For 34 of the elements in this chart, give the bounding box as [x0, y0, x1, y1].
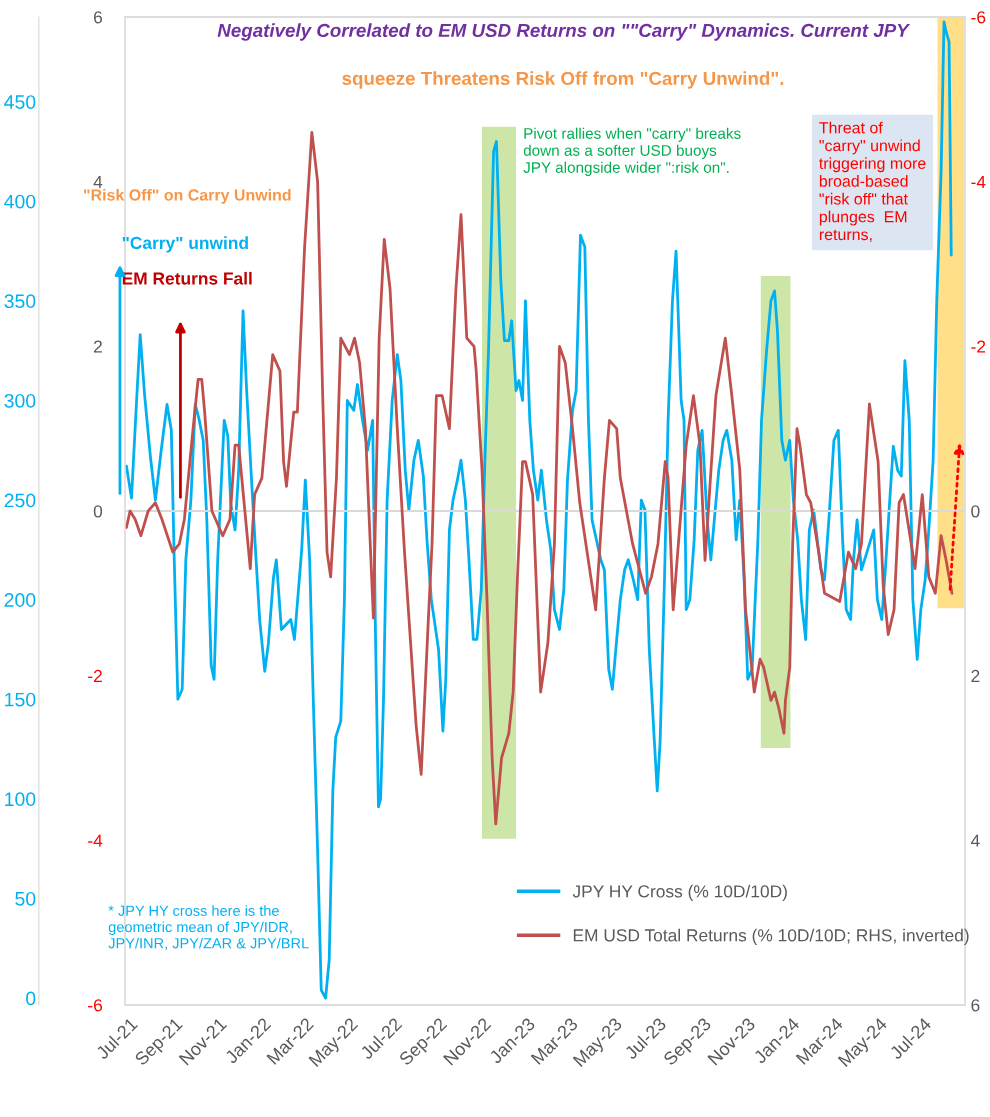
y3-tick-label: -6 — [88, 999, 103, 1012]
y-tick-label: 0 — [26, 991, 36, 1006]
y-tick-label: 50 — [15, 891, 36, 906]
y3-tick-label: 6 — [94, 11, 103, 24]
y-tick-label: 450 — [4, 95, 36, 109]
legend-label: JPY HY Cross (% 10D/10D) — [572, 884, 787, 901]
y-tick-label: 200 — [4, 593, 36, 607]
annotation: "Risk Off" on Carry Unwind — [84, 188, 291, 204]
y-tick-label: 100 — [5, 792, 36, 807]
annotation: EM Returns Fall — [122, 271, 252, 285]
annotation: Threat of "carry" unwind triggering more broad-based "risk off" that plunges EM returns, — [819, 121, 926, 243]
annotation: "Carry" unwind — [122, 236, 248, 253]
y2-tick-label: 4 — [970, 834, 980, 847]
y3-tick-label: 0 — [93, 505, 103, 518]
text: squeeze Threatens Risk Off from "Carry Unwind". — [342, 71, 784, 89]
y-tick-label: 350 — [4, 294, 36, 309]
y-tick-label: 250 — [4, 493, 36, 508]
y2-tick-label: 6 — [971, 999, 980, 1012]
y3-tick-label: 2 — [94, 340, 102, 353]
y2-tick-label: -6 — [971, 11, 986, 24]
y-tick-label: 150 — [5, 692, 36, 707]
y2-tick-label: -2 — [971, 340, 986, 353]
y2-tick-label: 2 — [971, 669, 980, 682]
y3-tick-label: 4 — [93, 176, 103, 188]
y3-tick-label: -4 — [88, 834, 103, 847]
legend-label: EM USD Total Returns (% 10D/10D; RHS, inverted) — [573, 928, 969, 945]
y-tick-label: 400 — [4, 194, 36, 209]
annotation: * JPY HY cross here is the geometric mean of JPY/IDR, JPY/INR, JPY/ZAR & JPY/BRL — [108, 905, 309, 951]
y2-tick-label: 0 — [971, 505, 980, 518]
y2-tick-label: -4 — [971, 176, 986, 188]
y3-tick-label: -2 — [88, 669, 102, 682]
y-tick-label: 300 — [4, 393, 36, 408]
annotation: Pivot rallies when "carry" breaks down as a softer USD buoys JPY alongside wider ":risk on". — [523, 127, 741, 176]
chart-title: Negatively Correlated to EM USD Returns on ""Carry" Dynamics. Current JPY — [217, 23, 911, 41]
